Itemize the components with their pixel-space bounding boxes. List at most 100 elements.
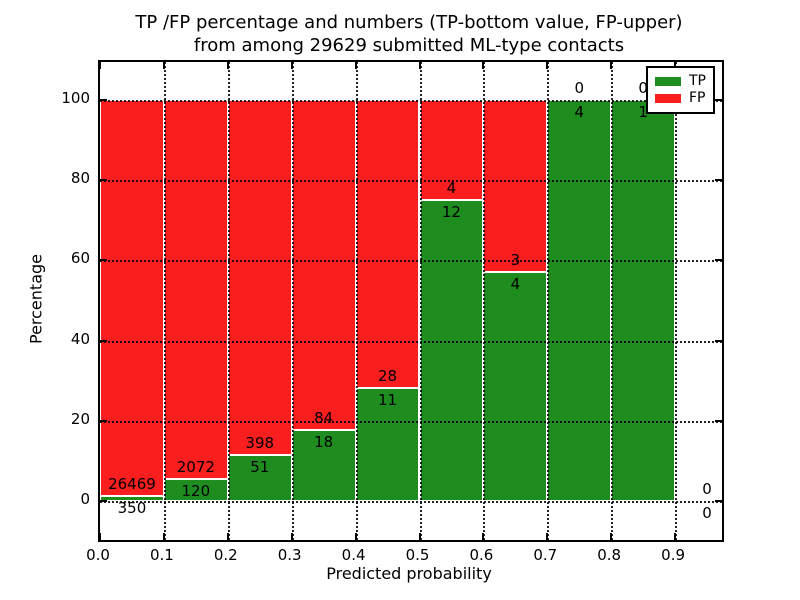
- bar-fp-segment: [419, 100, 484, 201]
- tp-count-label: 18: [314, 433, 334, 452]
- x-gridline: [355, 62, 358, 540]
- x-tick-bottom: [674, 533, 677, 540]
- x-tick-label: 0.1: [149, 546, 174, 564]
- fp-count-label: 28: [377, 366, 398, 385]
- x-gridline: [483, 62, 486, 540]
- y-gridline: [100, 180, 722, 183]
- x-tick-top: [610, 62, 613, 69]
- fp-count-label: 0: [702, 480, 712, 498]
- y-gridline: [100, 340, 722, 343]
- fp-count-label: 2072: [176, 458, 215, 477]
- x-tick-top: [290, 62, 293, 69]
- bar-tp-segment: [611, 100, 676, 501]
- bar-tp-segment: [227, 455, 292, 501]
- tp-swatch-icon: [655, 77, 681, 86]
- x-tick-bottom: [99, 533, 101, 540]
- fp-count-label: 84: [314, 409, 334, 428]
- x-tick-label: 0.0: [86, 546, 110, 564]
- y-tick-left: [100, 419, 107, 422]
- x-tick-label: 0.4: [341, 546, 366, 564]
- x-gridline: [291, 62, 294, 540]
- x-gridline: [227, 62, 230, 540]
- bar-fp-segment: [355, 100, 420, 388]
- x-tick-bottom: [610, 533, 613, 540]
- tp-count-label: 350: [117, 498, 147, 517]
- y-tick-right: [715, 99, 722, 101]
- x-tick-top: [482, 62, 485, 69]
- chart-title: TP /FP percentage and numbers (TP-bottom…: [98, 11, 720, 57]
- tp-count-label: 11: [377, 390, 398, 409]
- x-tick-top: [546, 62, 549, 69]
- tp-count-label: 51: [250, 458, 270, 477]
- y-tick-left: [100, 259, 107, 262]
- y-tick-right: [715, 500, 722, 502]
- x-tick-bottom: [354, 533, 357, 540]
- y-gridline: [100, 420, 722, 423]
- x-tick-bottom: [162, 533, 165, 540]
- bar-tp-segment: [483, 271, 548, 501]
- y-gridline: [100, 501, 722, 503]
- fp-count-label: 26469: [108, 474, 156, 493]
- x-tick-top: [674, 62, 677, 69]
- tp-count-label: 120: [181, 482, 211, 501]
- legend: TP FP: [646, 66, 715, 114]
- bar-tp-segment: [547, 100, 612, 501]
- y-tick-label: 60: [70, 249, 90, 268]
- x-tick-label: 0.7: [533, 546, 558, 564]
- x-tick-top: [354, 62, 357, 69]
- y-tick-left: [100, 339, 107, 342]
- x-tick-label: 0.5: [405, 546, 430, 564]
- x-tick-label: 0.9: [661, 546, 686, 564]
- x-tick-label: 0.2: [213, 546, 238, 564]
- x-tick-bottom: [226, 533, 229, 540]
- legend-row-fp: FP: [655, 90, 706, 107]
- bar-fp-segment: [483, 100, 548, 272]
- tp-count-label: 4: [574, 103, 585, 121]
- x-tick-top: [226, 62, 229, 69]
- tp-count-label: 0: [702, 504, 712, 522]
- x-tick-bottom: [546, 533, 549, 540]
- y-tick-left: [100, 99, 107, 101]
- bar-fp-segment: [227, 100, 292, 456]
- fp-count-label: 398: [245, 434, 275, 453]
- x-tick-label: 0.8: [597, 546, 622, 564]
- bar-fp-segment: [100, 100, 164, 496]
- x-tick-label: 0.6: [469, 546, 494, 564]
- fp-swatch-icon: [655, 94, 681, 103]
- bar-fp-segment: [291, 100, 356, 431]
- y-tick-label: 80: [70, 169, 90, 188]
- fp-count-label: 3: [510, 250, 521, 269]
- x-gridline: [547, 62, 550, 540]
- x-axis-label: Predicted probability: [326, 564, 492, 583]
- tp-count-label: 4: [510, 274, 521, 293]
- tp-count-label: 12: [441, 203, 461, 222]
- fp-count-label: 0: [638, 79, 648, 97]
- y-gridline: [100, 100, 722, 102]
- y-gridline: [100, 260, 722, 263]
- x-gridline: [419, 62, 422, 540]
- fp-count-label: 0: [574, 79, 585, 97]
- fp-count-label: 4: [446, 179, 457, 198]
- x-tick-bottom: [482, 533, 485, 540]
- y-tick-left: [100, 500, 107, 502]
- bar-tp-segment: [291, 430, 356, 501]
- x-tick-top: [418, 62, 421, 69]
- bar-tp-segment: [419, 200, 484, 501]
- y-tick-left: [100, 179, 107, 182]
- y-tick-right: [715, 259, 722, 262]
- y-tick-right: [715, 419, 722, 422]
- y-tick-label: 40: [70, 329, 90, 348]
- x-tick-top: [99, 62, 101, 69]
- y-tick-label: 20: [70, 409, 90, 428]
- x-tick-label: 0.3: [277, 546, 302, 564]
- y-tick-right: [715, 179, 722, 182]
- x-tick-bottom: [290, 533, 293, 540]
- legend-row-tp: TP: [655, 73, 706, 90]
- x-gridline: [163, 62, 166, 540]
- x-tick-top: [162, 62, 165, 69]
- y-tick-label: 0: [80, 490, 90, 508]
- x-gridline: [611, 62, 614, 540]
- y-tick-label: 100: [61, 89, 90, 107]
- legend-label-fp: FP: [689, 90, 706, 106]
